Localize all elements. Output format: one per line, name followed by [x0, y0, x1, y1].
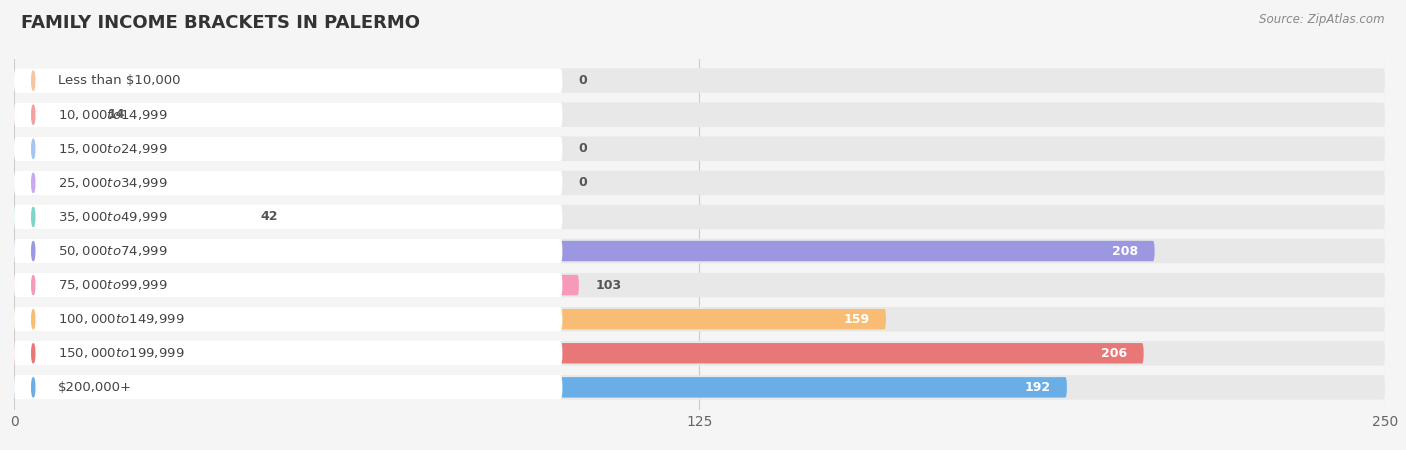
FancyBboxPatch shape	[14, 307, 562, 332]
FancyBboxPatch shape	[14, 343, 1143, 364]
FancyBboxPatch shape	[14, 68, 1385, 93]
FancyBboxPatch shape	[14, 205, 1385, 229]
FancyBboxPatch shape	[14, 205, 562, 229]
Text: $50,000 to $74,999: $50,000 to $74,999	[58, 244, 167, 258]
Circle shape	[32, 378, 35, 397]
Text: $10,000 to $14,999: $10,000 to $14,999	[58, 108, 167, 122]
FancyBboxPatch shape	[14, 239, 1385, 263]
Text: 103: 103	[595, 279, 621, 292]
FancyBboxPatch shape	[14, 103, 1385, 127]
FancyBboxPatch shape	[14, 103, 562, 127]
FancyBboxPatch shape	[14, 136, 1385, 161]
Text: 206: 206	[1101, 347, 1128, 360]
Text: $15,000 to $24,999: $15,000 to $24,999	[58, 142, 167, 156]
Text: 159: 159	[844, 313, 869, 326]
FancyBboxPatch shape	[14, 104, 91, 125]
Text: 192: 192	[1025, 381, 1050, 394]
Circle shape	[32, 71, 35, 90]
Circle shape	[32, 207, 35, 226]
Circle shape	[32, 173, 35, 193]
Text: $25,000 to $34,999: $25,000 to $34,999	[58, 176, 167, 190]
FancyBboxPatch shape	[14, 375, 562, 400]
Text: Source: ZipAtlas.com: Source: ZipAtlas.com	[1260, 14, 1385, 27]
Text: Less than $10,000: Less than $10,000	[58, 74, 180, 87]
FancyBboxPatch shape	[14, 275, 579, 295]
FancyBboxPatch shape	[14, 341, 1385, 365]
Text: $150,000 to $199,999: $150,000 to $199,999	[58, 346, 184, 360]
FancyBboxPatch shape	[14, 207, 245, 227]
Text: 14: 14	[107, 108, 125, 121]
Text: 42: 42	[262, 211, 278, 224]
Text: $200,000+: $200,000+	[58, 381, 132, 394]
Circle shape	[32, 275, 35, 295]
Text: 0: 0	[579, 176, 588, 189]
FancyBboxPatch shape	[14, 273, 1385, 297]
Text: $100,000 to $149,999: $100,000 to $149,999	[58, 312, 184, 326]
Text: 208: 208	[1112, 244, 1139, 257]
FancyBboxPatch shape	[14, 136, 562, 161]
FancyBboxPatch shape	[14, 375, 1385, 400]
FancyBboxPatch shape	[14, 171, 562, 195]
FancyBboxPatch shape	[14, 309, 886, 329]
FancyBboxPatch shape	[14, 307, 1385, 332]
FancyBboxPatch shape	[14, 241, 1154, 261]
Text: $75,000 to $99,999: $75,000 to $99,999	[58, 278, 167, 292]
FancyBboxPatch shape	[14, 377, 1067, 397]
FancyBboxPatch shape	[14, 273, 562, 297]
FancyBboxPatch shape	[14, 239, 562, 263]
FancyBboxPatch shape	[14, 171, 1385, 195]
Circle shape	[32, 310, 35, 329]
Text: FAMILY INCOME BRACKETS IN PALERMO: FAMILY INCOME BRACKETS IN PALERMO	[21, 14, 420, 32]
FancyBboxPatch shape	[14, 341, 562, 365]
Circle shape	[32, 344, 35, 363]
Circle shape	[32, 139, 35, 158]
Text: 0: 0	[579, 142, 588, 155]
Text: 0: 0	[579, 74, 588, 87]
Circle shape	[32, 242, 35, 261]
FancyBboxPatch shape	[14, 68, 562, 93]
Circle shape	[32, 105, 35, 124]
Text: $35,000 to $49,999: $35,000 to $49,999	[58, 210, 167, 224]
